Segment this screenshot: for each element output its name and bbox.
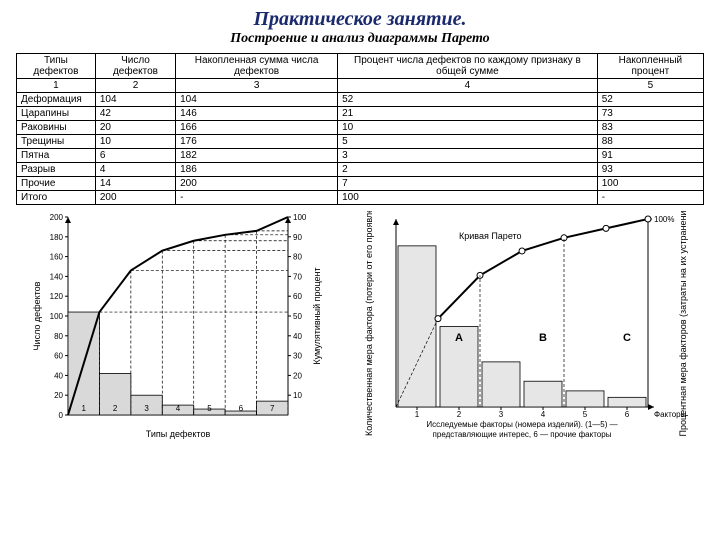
table-row: Царапины421462173 — [17, 107, 704, 121]
svg-text:180: 180 — [50, 233, 64, 242]
col-header: Накопленная сумма числа дефектов — [176, 54, 338, 79]
table-row: Раковины201661083 — [17, 121, 704, 135]
svg-text:70: 70 — [293, 272, 302, 281]
svg-text:5: 5 — [207, 404, 212, 413]
table-row: Разрыв4186293 — [17, 163, 704, 177]
svg-text:1: 1 — [81, 404, 86, 413]
svg-text:A: A — [455, 332, 463, 344]
svg-text:Кумулятивный процент: Кумулятивный процент — [312, 267, 322, 364]
pareto-chart-right: 100% 1 2 3 4 5 6 A B C Кривая Парето Количественная… — [362, 211, 692, 441]
svg-text:6: 6 — [239, 404, 244, 413]
col-header: Число дефектов — [95, 54, 175, 79]
svg-text:120: 120 — [50, 292, 64, 301]
svg-text:30: 30 — [293, 352, 302, 361]
svg-text:10: 10 — [293, 391, 302, 400]
svg-text:100: 100 — [293, 213, 307, 222]
svg-text:2: 2 — [457, 410, 462, 419]
svg-text:C: C — [623, 332, 631, 344]
col-num: 1 — [17, 79, 96, 93]
col-header: Процент числа дефектов по каждому призна… — [338, 54, 598, 79]
col-num: 5 — [597, 79, 703, 93]
svg-text:20: 20 — [293, 371, 302, 380]
pareto-chart-left: 0204060801001201401601802001020304050607… — [28, 211, 328, 441]
svg-text:3: 3 — [144, 404, 149, 413]
svg-text:6: 6 — [625, 410, 630, 419]
page-subtitle: Построение и анализ диаграммы Парето — [16, 31, 704, 47]
svg-text:Процентная мера факторов (затр: Процентная мера факторов (затраты на их … — [678, 211, 688, 436]
svg-text:0: 0 — [59, 411, 64, 420]
svg-text:90: 90 — [293, 233, 302, 242]
svg-text:B: B — [539, 332, 547, 344]
svg-text:80: 80 — [293, 253, 302, 262]
svg-text:80: 80 — [54, 332, 63, 341]
svg-text:Число дефектов: Число дефектов — [32, 281, 42, 350]
table-row: Трещины10176588 — [17, 135, 704, 149]
svg-text:4: 4 — [176, 404, 181, 413]
svg-text:50: 50 — [293, 312, 302, 321]
svg-text:Кривая Парето: Кривая Парето — [459, 231, 522, 241]
col-header: Типы дефектов — [17, 54, 96, 79]
svg-text:160: 160 — [50, 253, 64, 262]
svg-text:60: 60 — [293, 292, 302, 301]
svg-text:Типы дефектов: Типы дефектов — [146, 429, 211, 439]
svg-text:140: 140 — [50, 272, 64, 281]
col-header: Накопленный процент — [597, 54, 703, 79]
svg-text:100: 100 — [50, 312, 64, 321]
svg-text:2: 2 — [113, 404, 118, 413]
svg-text:1: 1 — [415, 410, 420, 419]
page-title: Практическое занятие. — [16, 8, 704, 31]
svg-text:3: 3 — [499, 410, 504, 419]
svg-text:Количественная мера фактора (п: Количественная мера фактора (потери от е… — [364, 211, 374, 436]
defect-table: Типы дефектовЧисло дефектовНакопленная с… — [16, 53, 704, 205]
svg-text:200: 200 — [50, 213, 64, 222]
table-row: Пятна6182391 — [17, 149, 704, 163]
svg-text:40: 40 — [54, 371, 63, 380]
svg-text:4: 4 — [541, 410, 546, 419]
table-row: Прочие142007100 — [17, 177, 704, 191]
col-num: 3 — [176, 79, 338, 93]
table-row: Деформация1041045252 — [17, 93, 704, 107]
svg-text:Факторы: Факторы — [654, 410, 687, 419]
col-num: 4 — [338, 79, 598, 93]
svg-text:100%: 100% — [654, 215, 674, 224]
svg-text:20: 20 — [54, 391, 63, 400]
svg-text:40: 40 — [293, 332, 302, 341]
col-num: 2 — [95, 79, 175, 93]
svg-text:Исследуемые факторы (номера из: Исследуемые факторы (номера изделий). (1… — [426, 420, 617, 429]
svg-text:представляющие интерес, 6 — пр: представляющие интерес, 6 — прочие факто… — [433, 430, 612, 439]
svg-text:60: 60 — [54, 352, 63, 361]
svg-text:5: 5 — [583, 410, 588, 419]
svg-text:7: 7 — [270, 404, 275, 413]
